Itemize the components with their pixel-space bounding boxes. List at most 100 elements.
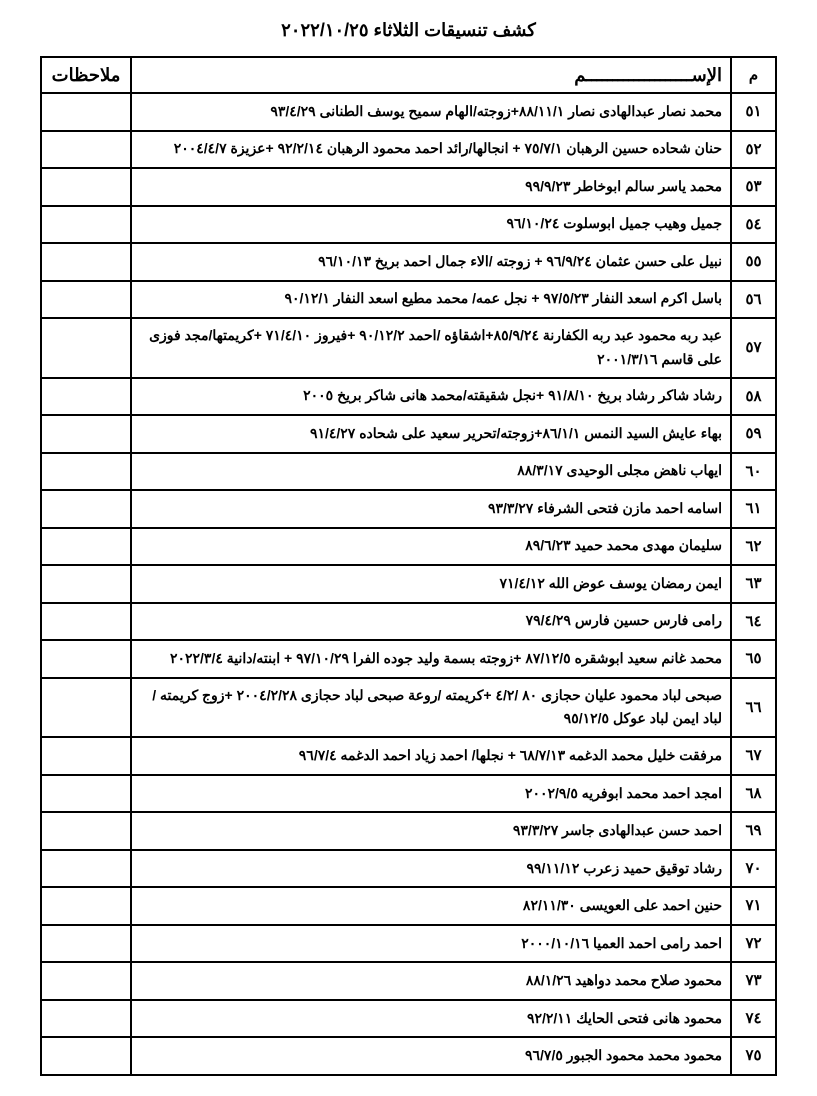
cell-notes [41,93,131,131]
cell-name: احمد حسن عبدالهادى جاسر ٩٣/٣/٢٧ [131,812,731,850]
cell-num: ٦٥ [731,640,776,678]
cell-name: باسل اكرم اسعد النفار ٩٧/٥/٢٣ + نجل عمه/… [131,281,731,319]
table-row: ٥٥نبيل على حسن عثمان ٩٦/٩/٢٤ + زوجته /ال… [41,243,776,281]
cell-name: محمود صلاح محمد دواهيد ٨٨/١/٢٦ [131,962,731,1000]
page-title: كشف تنسيقات الثلاثاء ٢٠٢٢/١٠/٢٥ [40,20,777,41]
table-row: ٥٩بهاء عايش السيد النمس ٨٦/١/١+زوجته/تحر… [41,415,776,453]
cell-name: محمود هانى فتحى الحايك ٩٢/٢/١١ [131,1000,731,1038]
cell-name: صبحى لباد محمود عليان حجازى ٨٠ /٤/٢ +كري… [131,678,731,738]
table-row: ٧٤محمود هانى فتحى الحايك ٩٢/٢/١١ [41,1000,776,1038]
cell-notes [41,640,131,678]
table-row: ٦١اسامه احمد مازن فتحى الشرفاء ٩٣/٣/٢٧ [41,490,776,528]
cell-notes [41,490,131,528]
cell-notes [41,1037,131,1075]
header-row: م الإســــــــــــــــــــم ملاحظات [41,57,776,93]
cell-notes [41,378,131,416]
cell-num: ٧٣ [731,962,776,1000]
table-row: ٧٢احمد رامى احمد العميا ٢٠٠٠/١٠/١٦ [41,925,776,963]
cell-num: ٥٤ [731,206,776,244]
cell-notes [41,281,131,319]
cell-name: امجد احمد محمد ابوفريه ٢٠٠٢/٩/٥ [131,775,731,813]
cell-notes [41,1000,131,1038]
cell-notes [41,812,131,850]
cell-name: بهاء عايش السيد النمس ٨٦/١/١+زوجته/تحرير… [131,415,731,453]
cell-num: ٦٧ [731,737,776,775]
cell-name: رشاد شاكر رشاد بريخ ٩١/٨/١٠ +نجل شقيقته/… [131,378,731,416]
cell-name: احمد رامى احمد العميا ٢٠٠٠/١٠/١٦ [131,925,731,963]
cell-num: ٦١ [731,490,776,528]
table-row: ٦٨امجد احمد محمد ابوفريه ٢٠٠٢/٩/٥ [41,775,776,813]
cell-notes [41,850,131,888]
cell-num: ٦٩ [731,812,776,850]
data-table: م الإســــــــــــــــــــم ملاحظات ٥١مح… [40,56,777,1076]
table-row: ٥٣محمد ياسر سالم ابوخاطر ٩٩/٩/٢٣ [41,168,776,206]
cell-name: محمود محمد محمود الجبور ٩٦/٧/٥ [131,1037,731,1075]
table-row: ٥٨رشاد شاكر رشاد بريخ ٩١/٨/١٠ +نجل شقيقت… [41,378,776,416]
table-row: ٧١حنين احمد على العويسى ٨٢/١١/٣٠ [41,887,776,925]
table-row: ٦٢سليمان مهدى محمد حميد ٨٩/٦/٢٣ [41,528,776,566]
table-row: ٦٤رامى فارس حسين فارس ٧٩/٤/٢٩ [41,603,776,641]
table-row: ٦٩احمد حسن عبدالهادى جاسر ٩٣/٣/٢٧ [41,812,776,850]
table-row: ٧٥محمود محمد محمود الجبور ٩٦/٧/٥ [41,1037,776,1075]
table-row: ٥٤جميل وهيب جميل ابوسلوت ٩٦/١٠/٢٤ [41,206,776,244]
table-row: ٦٦صبحى لباد محمود عليان حجازى ٨٠ /٤/٢ +ك… [41,678,776,738]
cell-num: ٥٥ [731,243,776,281]
cell-notes [41,168,131,206]
cell-notes [41,603,131,641]
table-row: ٧٣محمود صلاح محمد دواهيد ٨٨/١/٢٦ [41,962,776,1000]
cell-name: ايمن رمضان يوسف عوض الله ٧١/٤/١٢ [131,565,731,603]
cell-notes [41,962,131,1000]
cell-num: ٦٢ [731,528,776,566]
cell-name: مرفقت خليل محمد الدغمه ٦٨/٧/١٣ + نجلها/ … [131,737,731,775]
table-row: ٥٧عبد ربه محمود عبد ربه الكفارنة ٨٥/٩/٢٤… [41,318,776,378]
cell-num: ٦٠ [731,453,776,491]
cell-num: ٥٦ [731,281,776,319]
cell-num: ٦٣ [731,565,776,603]
cell-name: نبيل على حسن عثمان ٩٦/٩/٢٤ + زوجته /الاء… [131,243,731,281]
cell-num: ٦٦ [731,678,776,738]
cell-num: ٥٣ [731,168,776,206]
cell-name: سليمان مهدى محمد حميد ٨٩/٦/٢٣ [131,528,731,566]
cell-notes [41,528,131,566]
cell-notes [41,737,131,775]
cell-num: ٥١ [731,93,776,131]
table-row: ٦٧مرفقت خليل محمد الدغمه ٦٨/٧/١٣ + نجلها… [41,737,776,775]
cell-num: ٥٧ [731,318,776,378]
cell-name: رامى فارس حسين فارس ٧٩/٤/٢٩ [131,603,731,641]
cell-name: ايهاب ناهض مجلى الوحيدى ٨٨/٣/١٧ [131,453,731,491]
table-row: ٥١محمد نصار عبدالهادى نصار ٨٨/١١/١+زوجته… [41,93,776,131]
table-row: ٦٠ايهاب ناهض مجلى الوحيدى ٨٨/٣/١٧ [41,453,776,491]
cell-notes [41,453,131,491]
cell-notes [41,887,131,925]
cell-notes [41,131,131,169]
cell-notes [41,925,131,963]
cell-notes [41,243,131,281]
header-num: م [731,57,776,93]
cell-name: عبد ربه محمود عبد ربه الكفارنة ٨٥/٩/٢٤+ا… [131,318,731,378]
cell-notes [41,678,131,738]
cell-num: ٥٢ [731,131,776,169]
cell-name: حنان شحاده حسين الرهبان ٧٥/٧/١ + انجالها… [131,131,731,169]
cell-notes [41,565,131,603]
cell-num: ٧٥ [731,1037,776,1075]
cell-name: اسامه احمد مازن فتحى الشرفاء ٩٣/٣/٢٧ [131,490,731,528]
cell-name: جميل وهيب جميل ابوسلوت ٩٦/١٠/٢٤ [131,206,731,244]
cell-notes [41,415,131,453]
table-row: ٥٢حنان شحاده حسين الرهبان ٧٥/٧/١ + انجال… [41,131,776,169]
table-row: ٦٣ايمن رمضان يوسف عوض الله ٧١/٤/١٢ [41,565,776,603]
header-name: الإســــــــــــــــــــم [131,57,731,93]
cell-name: رشاد توقيق حميد زعرب ٩٩/١١/١٢ [131,850,731,888]
cell-name: حنين احمد على العويسى ٨٢/١١/٣٠ [131,887,731,925]
cell-notes [41,318,131,378]
cell-num: ٥٨ [731,378,776,416]
cell-num: ٥٩ [731,415,776,453]
cell-name: محمد غانم سعيد ابوشقره ٨٧/١٢/٥ +زوجته بس… [131,640,731,678]
table-row: ٥٦باسل اكرم اسعد النفار ٩٧/٥/٢٣ + نجل عم… [41,281,776,319]
cell-num: ٧٠ [731,850,776,888]
cell-name: محمد ياسر سالم ابوخاطر ٩٩/٩/٢٣ [131,168,731,206]
cell-notes [41,775,131,813]
cell-num: ٧٢ [731,925,776,963]
cell-notes [41,206,131,244]
cell-name: محمد نصار عبدالهادى نصار ٨٨/١١/١+زوجته/ا… [131,93,731,131]
cell-num: ٦٤ [731,603,776,641]
